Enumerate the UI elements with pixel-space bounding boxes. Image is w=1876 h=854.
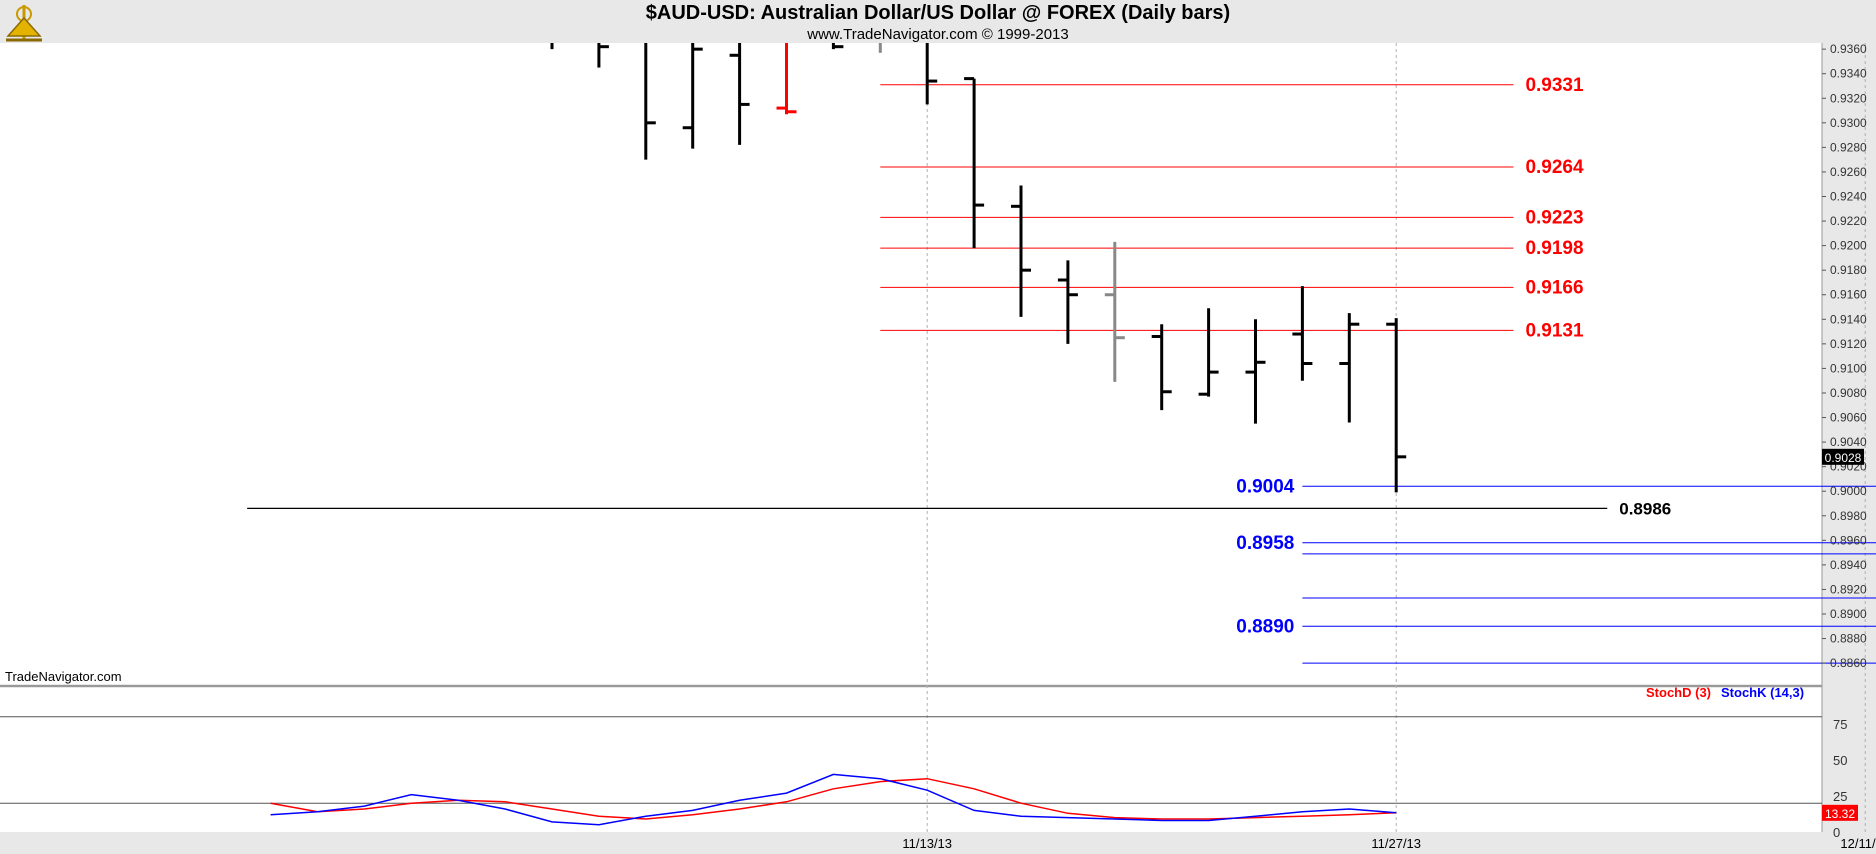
stoch-y-tick-label: 0: [1833, 825, 1840, 840]
y-tick-label: 0.9040: [1830, 435, 1867, 449]
y-tick-label: 0.9260: [1830, 165, 1867, 179]
stochastic-panel: [0, 688, 1822, 832]
y-tick-label: 0.9320: [1830, 91, 1867, 105]
y-tick-label: 0.8860: [1830, 656, 1867, 670]
y-tick-label: 0.9180: [1830, 263, 1867, 277]
last-price-label: 0.9028: [1825, 451, 1862, 465]
y-tick-label: 0.8980: [1830, 509, 1867, 523]
y-tick-label: 0.9160: [1830, 288, 1867, 302]
chart-title: $AUD-USD: Australian Dollar/US Dollar @ …: [645, 2, 1231, 24]
stochastic-legend: StochD (3) StochK (14,3): [1646, 685, 1804, 700]
level-label-0.9223: 0.9223: [1525, 207, 1583, 228]
x-tick-label: 11/27/13: [1371, 836, 1421, 851]
y-tick-label: 0.9280: [1830, 140, 1867, 154]
sextant-logo-icon: [6, 5, 42, 42]
level-label-0.8958: 0.8958: [1236, 533, 1294, 554]
y-tick-label: 0.8940: [1830, 558, 1867, 572]
level-label-0.9131: 0.9131: [1525, 320, 1584, 341]
price-panel: [0, 43, 1822, 684]
y-tick-label: 0.9360: [1830, 42, 1867, 56]
x-tick-label: 12/11/13: [1840, 836, 1876, 851]
stoch-y-tick-label: 25: [1833, 789, 1847, 804]
y-tick-label: 0.9000: [1830, 484, 1867, 498]
level-label-0.9004: 0.9004: [1236, 476, 1295, 497]
stoch-last-label: 13.32: [1825, 807, 1855, 821]
x-tick-label: 11/13/13: [902, 836, 952, 851]
y-tick-label: 0.9060: [1830, 411, 1867, 425]
level-label-0.9198: 0.9198: [1525, 238, 1583, 259]
y-tick-label: 0.9340: [1830, 67, 1867, 81]
y-tick-label: 0.9140: [1830, 312, 1867, 326]
legend-stochd: StochD (3): [1646, 685, 1711, 700]
y-tick-label: 0.8960: [1830, 533, 1867, 547]
stoch-series-k: [270, 773, 1397, 826]
stoch-last-badge: [1822, 804, 1858, 821]
y-tick-label: 0.9220: [1830, 214, 1867, 228]
y-tick-label: 0.9120: [1830, 337, 1867, 351]
y-tick-label: 0.9300: [1830, 116, 1867, 130]
watermark: TradeNavigator.com: [5, 669, 122, 684]
y-tick-label: 0.9240: [1830, 189, 1867, 203]
chart-subtitle: www.TradeNavigator.com © 1999-2013: [807, 26, 1069, 43]
level-label-0.8890: 0.8890: [1236, 616, 1294, 637]
level-label-0.9264: 0.9264: [1525, 157, 1584, 178]
y-tick-label: 0.8900: [1830, 607, 1867, 621]
y-tick-label: 0.8880: [1830, 632, 1867, 646]
level-label-0.9331: 0.9331: [1525, 75, 1584, 96]
y-tick-label: 0.9080: [1830, 386, 1867, 400]
level-label-0.9166: 0.9166: [1525, 277, 1583, 298]
y-tick-label: 0.9100: [1830, 361, 1867, 375]
last-price-badge: [1822, 448, 1864, 465]
y-tick-label: 0.8920: [1830, 582, 1867, 596]
y-tick-label: 0.9200: [1830, 239, 1867, 253]
level-label-0.8986: 0.8986: [1619, 499, 1671, 518]
legend-stochk: StochK (14,3): [1721, 685, 1804, 700]
stoch-y-tick-label: 50: [1833, 753, 1847, 768]
stoch-y-tick-label: 75: [1833, 717, 1847, 732]
